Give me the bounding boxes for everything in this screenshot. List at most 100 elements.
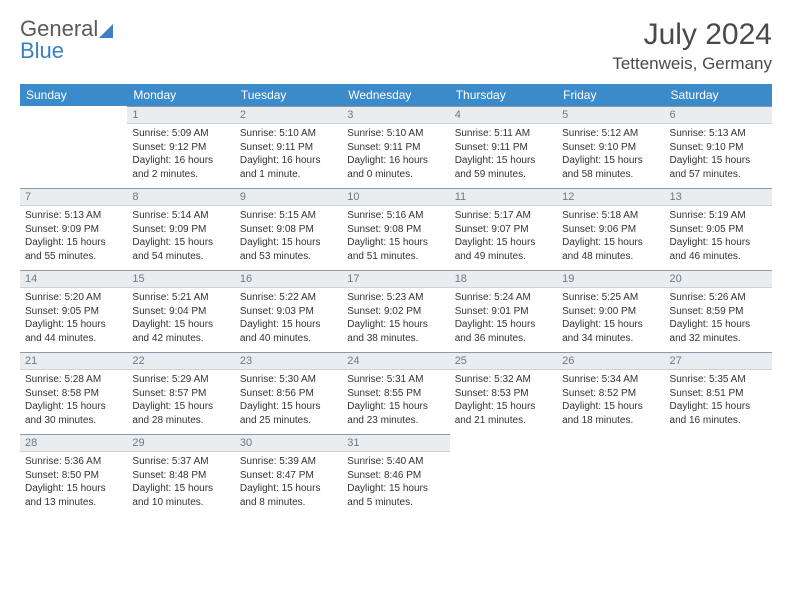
day-info: Sunrise: 5:10 AMSunset: 9:11 PMDaylight:… (235, 124, 342, 183)
day-number: 23 (235, 352, 342, 370)
day-info: Sunrise: 5:29 AMSunset: 8:57 PMDaylight:… (127, 370, 234, 429)
calendar-body: 1Sunrise: 5:09 AMSunset: 9:12 PMDaylight… (20, 106, 772, 516)
logo-triangle-icon (99, 24, 113, 38)
day-number: 3 (342, 106, 449, 124)
day-number: 15 (127, 270, 234, 288)
day-number: 18 (450, 270, 557, 288)
day-info: Sunrise: 5:23 AMSunset: 9:02 PMDaylight:… (342, 288, 449, 347)
calendar-week-row: 28Sunrise: 5:36 AMSunset: 8:50 PMDayligh… (20, 434, 772, 516)
calendar-cell (557, 434, 664, 516)
day-info: Sunrise: 5:36 AMSunset: 8:50 PMDaylight:… (20, 452, 127, 511)
calendar-cell: 16Sunrise: 5:22 AMSunset: 9:03 PMDayligh… (235, 270, 342, 352)
day-number: 10 (342, 188, 449, 206)
day-info: Sunrise: 5:24 AMSunset: 9:01 PMDaylight:… (450, 288, 557, 347)
title-block: July 2024 Tettenweis, Germany (612, 18, 772, 74)
page-title: July 2024 (612, 18, 772, 52)
day-info: Sunrise: 5:25 AMSunset: 9:00 PMDaylight:… (557, 288, 664, 347)
day-info: Sunrise: 5:12 AMSunset: 9:10 PMDaylight:… (557, 124, 664, 183)
calendar-week-row: 7Sunrise: 5:13 AMSunset: 9:09 PMDaylight… (20, 188, 772, 270)
day-number: 4 (450, 106, 557, 124)
day-number: 30 (235, 434, 342, 452)
logo: General Blue (20, 18, 113, 62)
weekday-header: Friday (557, 84, 664, 106)
day-info: Sunrise: 5:28 AMSunset: 8:58 PMDaylight:… (20, 370, 127, 429)
calendar-week-row: 21Sunrise: 5:28 AMSunset: 8:58 PMDayligh… (20, 352, 772, 434)
calendar-cell: 19Sunrise: 5:25 AMSunset: 9:00 PMDayligh… (557, 270, 664, 352)
day-info: Sunrise: 5:37 AMSunset: 8:48 PMDaylight:… (127, 452, 234, 511)
calendar-cell: 15Sunrise: 5:21 AMSunset: 9:04 PMDayligh… (127, 270, 234, 352)
calendar-week-row: 14Sunrise: 5:20 AMSunset: 9:05 PMDayligh… (20, 270, 772, 352)
day-number: 25 (450, 352, 557, 370)
calendar-cell: 5Sunrise: 5:12 AMSunset: 9:10 PMDaylight… (557, 106, 664, 188)
day-number: 19 (557, 270, 664, 288)
calendar-cell: 7Sunrise: 5:13 AMSunset: 9:09 PMDaylight… (20, 188, 127, 270)
day-info: Sunrise: 5:35 AMSunset: 8:51 PMDaylight:… (665, 370, 772, 429)
calendar-cell: 21Sunrise: 5:28 AMSunset: 8:58 PMDayligh… (20, 352, 127, 434)
calendar-cell: 28Sunrise: 5:36 AMSunset: 8:50 PMDayligh… (20, 434, 127, 516)
calendar-cell: 20Sunrise: 5:26 AMSunset: 8:59 PMDayligh… (665, 270, 772, 352)
day-info: Sunrise: 5:19 AMSunset: 9:05 PMDaylight:… (665, 206, 772, 265)
calendar-cell: 31Sunrise: 5:40 AMSunset: 8:46 PMDayligh… (342, 434, 449, 516)
calendar-cell: 24Sunrise: 5:31 AMSunset: 8:55 PMDayligh… (342, 352, 449, 434)
day-number: 2 (235, 106, 342, 124)
day-number: 6 (665, 106, 772, 124)
day-number: 16 (235, 270, 342, 288)
day-info: Sunrise: 5:13 AMSunset: 9:10 PMDaylight:… (665, 124, 772, 183)
day-info: Sunrise: 5:10 AMSunset: 9:11 PMDaylight:… (342, 124, 449, 183)
day-info: Sunrise: 5:34 AMSunset: 8:52 PMDaylight:… (557, 370, 664, 429)
weekday-header: Monday (127, 84, 234, 106)
day-number: 22 (127, 352, 234, 370)
calendar-cell: 11Sunrise: 5:17 AMSunset: 9:07 PMDayligh… (450, 188, 557, 270)
calendar-cell: 3Sunrise: 5:10 AMSunset: 9:11 PMDaylight… (342, 106, 449, 188)
calendar-cell: 2Sunrise: 5:10 AMSunset: 9:11 PMDaylight… (235, 106, 342, 188)
day-number: 11 (450, 188, 557, 206)
day-number: 14 (20, 270, 127, 288)
weekday-header: Sunday (20, 84, 127, 106)
day-info: Sunrise: 5:26 AMSunset: 8:59 PMDaylight:… (665, 288, 772, 347)
day-number: 31 (342, 434, 449, 452)
logo-word-2: Blue (20, 40, 113, 62)
calendar-cell: 25Sunrise: 5:32 AMSunset: 8:53 PMDayligh… (450, 352, 557, 434)
weekday-header: Saturday (665, 84, 772, 106)
day-info: Sunrise: 5:16 AMSunset: 9:08 PMDaylight:… (342, 206, 449, 265)
day-number: 5 (557, 106, 664, 124)
day-number: 8 (127, 188, 234, 206)
calendar-cell: 30Sunrise: 5:39 AMSunset: 8:47 PMDayligh… (235, 434, 342, 516)
page-subtitle: Tettenweis, Germany (612, 54, 772, 74)
day-number: 27 (665, 352, 772, 370)
calendar-cell: 4Sunrise: 5:11 AMSunset: 9:11 PMDaylight… (450, 106, 557, 188)
calendar-cell: 27Sunrise: 5:35 AMSunset: 8:51 PMDayligh… (665, 352, 772, 434)
day-info: Sunrise: 5:30 AMSunset: 8:56 PMDaylight:… (235, 370, 342, 429)
day-info: Sunrise: 5:40 AMSunset: 8:46 PMDaylight:… (342, 452, 449, 511)
calendar-cell: 12Sunrise: 5:18 AMSunset: 9:06 PMDayligh… (557, 188, 664, 270)
day-number: 13 (665, 188, 772, 206)
day-info: Sunrise: 5:17 AMSunset: 9:07 PMDaylight:… (450, 206, 557, 265)
day-info: Sunrise: 5:11 AMSunset: 9:11 PMDaylight:… (450, 124, 557, 183)
day-number: 21 (20, 352, 127, 370)
calendar-cell: 17Sunrise: 5:23 AMSunset: 9:02 PMDayligh… (342, 270, 449, 352)
calendar-cell: 9Sunrise: 5:15 AMSunset: 9:08 PMDaylight… (235, 188, 342, 270)
calendar-cell: 13Sunrise: 5:19 AMSunset: 9:05 PMDayligh… (665, 188, 772, 270)
day-number: 9 (235, 188, 342, 206)
day-info: Sunrise: 5:22 AMSunset: 9:03 PMDaylight:… (235, 288, 342, 347)
day-info: Sunrise: 5:32 AMSunset: 8:53 PMDaylight:… (450, 370, 557, 429)
day-number: 26 (557, 352, 664, 370)
calendar-cell: 8Sunrise: 5:14 AMSunset: 9:09 PMDaylight… (127, 188, 234, 270)
day-number: 12 (557, 188, 664, 206)
calendar-cell: 26Sunrise: 5:34 AMSunset: 8:52 PMDayligh… (557, 352, 664, 434)
weekday-header: Thursday (450, 84, 557, 106)
weekday-header: Tuesday (235, 84, 342, 106)
day-info: Sunrise: 5:20 AMSunset: 9:05 PMDaylight:… (20, 288, 127, 347)
day-number: 28 (20, 434, 127, 452)
day-info: Sunrise: 5:14 AMSunset: 9:09 PMDaylight:… (127, 206, 234, 265)
calendar-cell: 14Sunrise: 5:20 AMSunset: 9:05 PMDayligh… (20, 270, 127, 352)
logo-word-1: General (20, 18, 98, 40)
calendar-cell (20, 106, 127, 188)
weekday-header-row: SundayMondayTuesdayWednesdayThursdayFrid… (20, 84, 772, 106)
calendar-cell (450, 434, 557, 516)
day-number: 17 (342, 270, 449, 288)
day-info: Sunrise: 5:15 AMSunset: 9:08 PMDaylight:… (235, 206, 342, 265)
day-number: 24 (342, 352, 449, 370)
calendar-table: SundayMondayTuesdayWednesdayThursdayFrid… (20, 84, 772, 516)
calendar-cell: 18Sunrise: 5:24 AMSunset: 9:01 PMDayligh… (450, 270, 557, 352)
